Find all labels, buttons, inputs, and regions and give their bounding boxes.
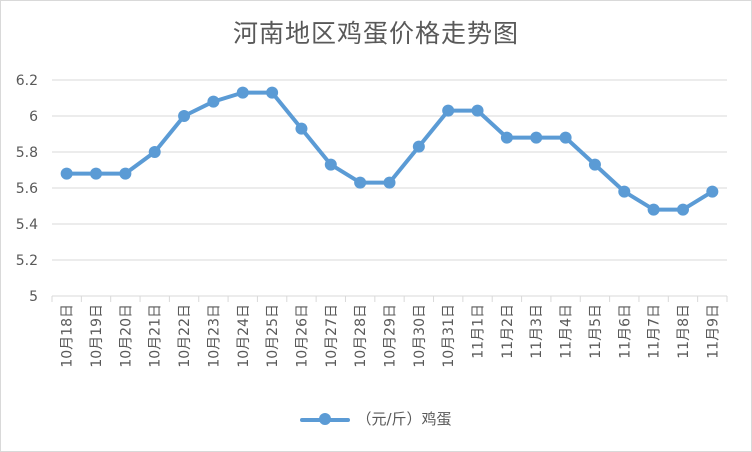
data-point (706, 185, 719, 198)
x-tick-label: 11月2日 (500, 304, 516, 359)
x-tick-label: 10月18日 (60, 304, 76, 368)
series-line (64, 90, 715, 212)
x-tick-label: 10月22日 (177, 304, 193, 368)
data-point (236, 86, 249, 99)
series-group (60, 86, 719, 216)
x-axis (51, 295, 728, 302)
data-point (647, 203, 660, 216)
data-point (676, 203, 689, 216)
legend-marker-icon (300, 412, 351, 426)
data-point (559, 131, 572, 144)
grid-lines (52, 79, 727, 261)
y-axis-ticks: 5 5.2 5.4 5.6 5.8 6 6.2 (16, 73, 38, 305)
data-point (207, 95, 220, 108)
data-point (588, 158, 601, 171)
data-point (295, 122, 308, 135)
x-tick-label: 10月30日 (412, 304, 428, 368)
data-point (618, 185, 631, 198)
x-tick-label: 10月25日 (265, 304, 281, 368)
data-point (383, 176, 396, 189)
x-tick-label: 10月28日 (353, 304, 369, 368)
legend: （元/斤）鸡蛋 (0, 408, 752, 429)
x-tick-label: 11月5日 (588, 304, 604, 359)
x-tick-label: 10月31日 (441, 304, 457, 368)
x-tick-label: 10月24日 (236, 304, 252, 368)
legend-label: （元/斤）鸡蛋 (356, 410, 452, 428)
data-point (471, 104, 484, 117)
data-point (119, 167, 132, 180)
y-tick-label: 5.2 (16, 253, 38, 269)
data-point (90, 167, 103, 180)
x-tick-label: 10月20日 (118, 304, 134, 368)
data-point (178, 110, 191, 122)
x-tick-label: 10月21日 (148, 304, 164, 368)
y-tick-label: 5.4 (16, 217, 38, 233)
x-tick-label: 11月3日 (529, 304, 545, 359)
x-tick-label: 10月19日 (89, 304, 105, 368)
x-tick-label: 11月7日 (647, 304, 663, 359)
x-tick-label: 10月26日 (294, 304, 310, 368)
x-tick-label: 11月9日 (705, 304, 721, 359)
data-point (60, 167, 73, 180)
x-tick-label: 11月8日 (676, 304, 692, 359)
y-tick-label: 5 (29, 289, 38, 305)
data-point (148, 146, 161, 158)
data-point (530, 131, 543, 144)
y-tick-label: 6 (29, 109, 38, 125)
y-tick-label: 5.8 (16, 145, 38, 161)
x-tick-label: 10月23日 (206, 304, 222, 368)
x-axis-labels: 10月18日 10月19日 10月20日 10月21日 10月22日 10月23日 10月2… (60, 304, 722, 368)
x-tick-label: 11月6日 (617, 304, 633, 359)
data-point (500, 131, 513, 144)
data-point (324, 158, 337, 171)
y-tick-label: 5.6 (16, 181, 38, 197)
y-tick-label: 6.2 (16, 73, 38, 89)
x-tick-label: 10月27日 (324, 304, 340, 368)
data-point (266, 86, 279, 99)
data-point (412, 140, 425, 153)
chart-title: 河南地区鸡蛋价格走势图 (232, 19, 519, 48)
data-point (442, 104, 455, 117)
x-tick-label: 11月4日 (559, 304, 575, 359)
x-tick-label: 11月1日 (471, 304, 487, 359)
x-tick-label: 10月29日 (383, 304, 399, 368)
data-point (354, 176, 367, 189)
